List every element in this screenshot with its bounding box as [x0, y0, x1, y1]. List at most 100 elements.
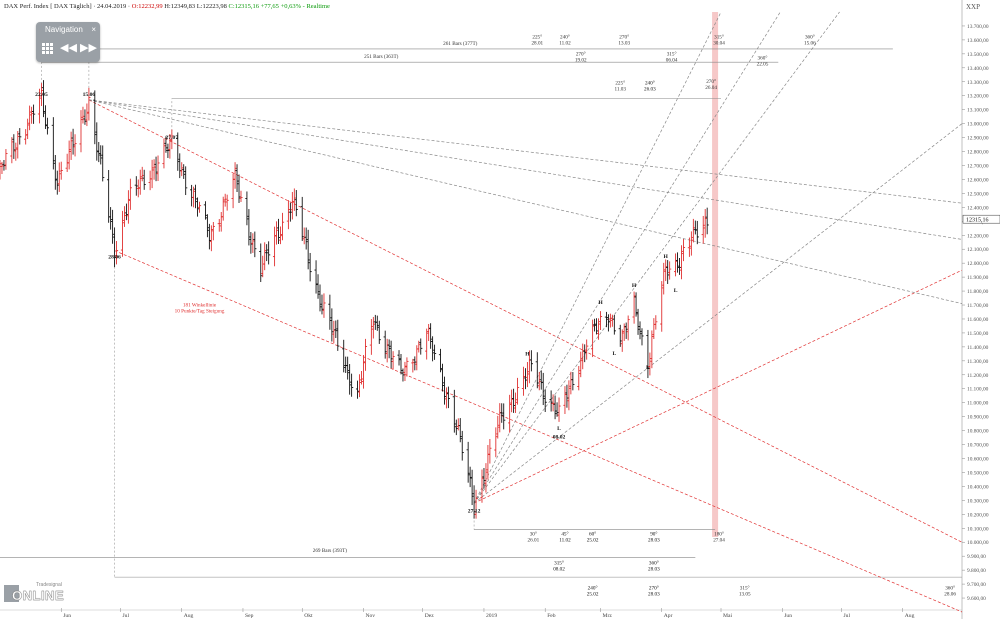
y-tick-label: 12.600,00 [967, 177, 989, 183]
annotation-label: 45° [561, 530, 568, 537]
ohlc-bar [474, 489, 478, 519]
ohlc-bar [79, 110, 83, 153]
x-tick-label: 2019 [486, 613, 497, 619]
ohlc-bar [460, 430, 464, 461]
y-tick-label: 9.800,00 [967, 568, 986, 574]
ohlc-bar [438, 348, 443, 373]
annotation-label: 26.03 [644, 87, 656, 93]
ohlc-bar [342, 339, 346, 373]
annotation-label: 315° [714, 34, 724, 41]
pivot-label: H [632, 283, 637, 289]
ohlc-bar [55, 170, 59, 195]
ohlc-bar [636, 308, 640, 335]
y-tick-label: 13.100,00 [967, 108, 989, 114]
annotation-label: 22.05 [757, 61, 769, 67]
annotation-label: 30.04 [713, 41, 725, 47]
logo-box [4, 585, 19, 602]
ohlc-bar [286, 200, 291, 230]
ohlc-bar [535, 352, 539, 389]
ohlc-bar [454, 419, 458, 436]
ohlc-bar [359, 371, 364, 385]
ohlc-bar [383, 330, 387, 359]
annotation-label: 270° [649, 585, 659, 592]
ohlc-bar [136, 179, 140, 198]
ohlc-bar [166, 143, 170, 158]
annotation-label: 11.02 [559, 41, 571, 47]
ohlc-bar [510, 389, 514, 413]
ohlc-bar [468, 466, 472, 488]
ohlc-bar [182, 164, 186, 179]
ohlc-bar [537, 372, 541, 391]
ohlc-bar [140, 166, 144, 182]
pivot-label: H [664, 254, 669, 260]
ohlc-bar [276, 218, 281, 245]
annotation-label: 15.06 [804, 41, 816, 47]
ohlc-bar [316, 274, 320, 299]
change-pct-value: +0,63% [280, 3, 302, 10]
grid-icon[interactable] [42, 43, 54, 55]
annotation-label: 240° [588, 585, 598, 592]
ohlc-bar [83, 109, 87, 125]
annotation-label: 28.03 [648, 537, 660, 543]
ohlc-bar [529, 350, 533, 372]
ohlc-bar [259, 243, 263, 283]
annotation-label: 13.03 [618, 41, 630, 47]
ohlc-bar [274, 221, 279, 245]
ohlc-bar [31, 104, 36, 124]
ohlc-bar [432, 344, 437, 360]
annotation-label: 60° [589, 530, 596, 537]
navigation-panel[interactable]: Navigation × ◀◀ ▶▶ [36, 22, 100, 62]
annotation-label: 28.03 [648, 567, 660, 573]
ohlc-bar [101, 145, 105, 182]
close-icon[interactable]: × [91, 25, 96, 34]
annotation-label: 28.03 [648, 592, 660, 598]
annotation-label: 225° [615, 80, 625, 87]
rewind-icon[interactable]: ◀◀ [60, 42, 77, 54]
ohlc-bar [569, 371, 573, 395]
ohlc-bar [466, 441, 470, 483]
annotation-label: 27.04 [713, 537, 725, 543]
y-tick-label: 12.400,00 [967, 205, 989, 211]
ohlc-bar [203, 201, 208, 220]
pivot-label: 08.02 [553, 435, 566, 441]
last-value-label: 12315,16 [966, 218, 989, 224]
ohlc-bar [292, 188, 296, 211]
ohlc-bar [612, 315, 616, 335]
ohlc-bar [176, 132, 180, 171]
ohlc-bar [622, 323, 626, 341]
ohlc-bar [634, 292, 638, 317]
forward-icon[interactable]: ▶▶ [80, 42, 97, 54]
ohlc-bar [219, 212, 223, 232]
pivot-label: L [612, 351, 616, 357]
navigation-title: Navigation [45, 25, 83, 34]
y-tick-label: 11.800,00 [967, 289, 989, 295]
y-tick-label: 9.700,00 [967, 582, 986, 588]
y-tick-label: 9.600,00 [967, 596, 986, 602]
ohlc-bar [37, 88, 42, 124]
ohlc-bar [69, 131, 73, 160]
ohlc-bar [221, 196, 225, 221]
ohlc-bar [604, 311, 609, 328]
ohlc-bar [16, 130, 20, 159]
ohlc-bar [247, 209, 251, 246]
ohlc-bar [563, 386, 567, 415]
ohlc-bar [555, 402, 559, 417]
ohlc-bar [652, 318, 656, 340]
ohlc-bar [162, 138, 166, 169]
x-tick-label: Aug [184, 613, 194, 619]
ohlc-bar [668, 261, 672, 280]
ohlc-bar [217, 218, 221, 232]
realtime-label: Realtime [306, 3, 330, 10]
y-tick-label: 12.500,00 [967, 191, 989, 197]
ohlc-bar [673, 253, 678, 277]
annotation-label: 360° [649, 560, 659, 567]
y-tick-label: 12.200,00 [967, 233, 989, 239]
ohlc-bar [205, 214, 210, 238]
ohlc-bar [591, 319, 595, 358]
ohlc-bar [624, 322, 628, 339]
annotation-label: 25.02 [587, 537, 599, 543]
annotation-label: 360° [805, 34, 815, 41]
ohlc-bar [322, 293, 326, 318]
annotation-label: 25.02 [587, 592, 599, 598]
